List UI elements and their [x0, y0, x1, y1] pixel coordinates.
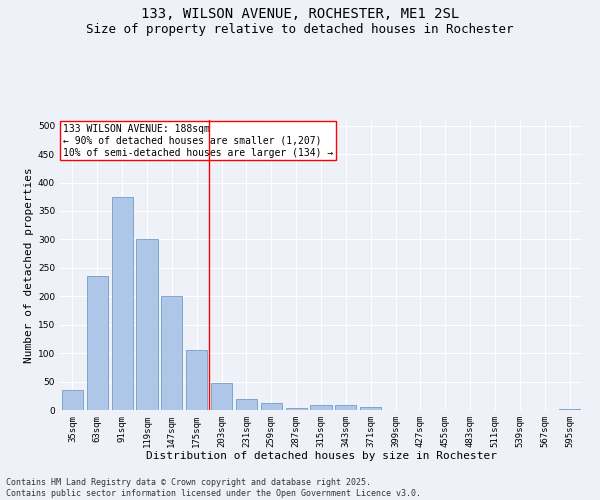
Y-axis label: Number of detached properties: Number of detached properties	[24, 167, 34, 363]
Bar	[211, 382, 232, 410]
Bar	[112, 197, 133, 410]
Bar	[186, 350, 207, 410]
Bar	[62, 390, 83, 410]
Bar	[286, 408, 307, 410]
Text: 133 WILSON AVENUE: 188sqm
← 90% of detached houses are smaller (1,207)
10% of se: 133 WILSON AVENUE: 188sqm ← 90% of detac…	[62, 124, 333, 158]
Bar	[559, 409, 580, 410]
Bar	[161, 296, 182, 410]
Bar	[261, 403, 282, 410]
Bar	[87, 276, 108, 410]
Bar	[236, 398, 257, 410]
X-axis label: Distribution of detached houses by size in Rochester: Distribution of detached houses by size …	[146, 452, 497, 462]
Bar	[360, 407, 381, 410]
Bar	[310, 406, 332, 410]
Bar	[136, 240, 158, 410]
Text: Size of property relative to detached houses in Rochester: Size of property relative to detached ho…	[86, 22, 514, 36]
Text: Contains HM Land Registry data © Crown copyright and database right 2025.
Contai: Contains HM Land Registry data © Crown c…	[6, 478, 421, 498]
Text: 133, WILSON AVENUE, ROCHESTER, ME1 2SL: 133, WILSON AVENUE, ROCHESTER, ME1 2SL	[141, 8, 459, 22]
Bar	[335, 406, 356, 410]
